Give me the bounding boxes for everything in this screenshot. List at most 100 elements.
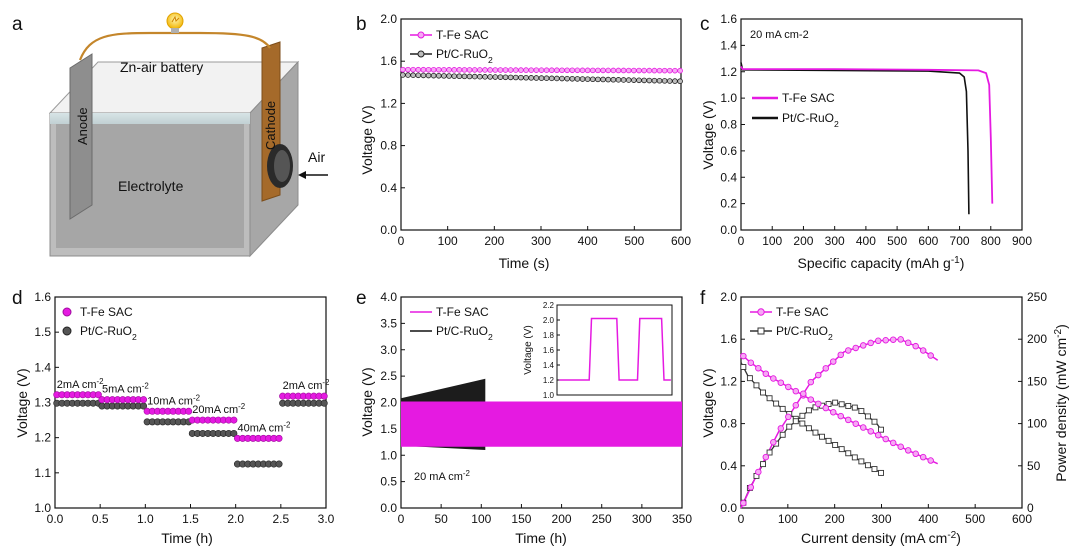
chart-f-pt-power-point (838, 401, 845, 408)
chart-b-tfe-point (497, 67, 504, 73)
chart-f-tfe-power-point (912, 342, 919, 350)
chart-b-pt-point (656, 77, 663, 84)
chart-b-pt-point (646, 77, 653, 84)
chart-f-pt-polarization-point (825, 437, 832, 444)
chart-f-ytick-label: 1.6 (720, 332, 737, 346)
chart-d-xtick-label: 0.0 (47, 512, 64, 526)
chart-b-pt-point (548, 75, 555, 82)
chart-f-tfe-polarization-point (770, 375, 777, 382)
chart-d-ytick-label: 1.0 (34, 501, 51, 515)
chart-b-pt-point (410, 72, 416, 78)
chart-b-tfe-point (528, 67, 534, 73)
chart-b-tfe-point (466, 67, 473, 73)
chart-b-pt-point (477, 73, 483, 80)
chart-f-tfe-power-point (755, 468, 762, 476)
chart-f-pt-polarization-point (845, 450, 852, 457)
chart-e-inset-ytick-label: 1.4 (543, 361, 555, 370)
chart-b-pt-point (554, 75, 560, 82)
chart-f-legend-pt-marker (757, 327, 765, 335)
chart-f-pt-power-point (805, 407, 812, 414)
chart-e-ytick-label: 1.0 (380, 448, 397, 462)
chart-f-tfe-power-point (867, 339, 874, 347)
chart-b-pt-point (589, 76, 596, 83)
chart-e-xtick-label: 250 (592, 512, 612, 526)
chart-b-pt-point (636, 77, 642, 84)
chart-c-ytick-label: 1.6 (720, 12, 737, 26)
chart-e-ytick-label: 1.5 (380, 422, 397, 436)
chart-f-tfe-polarization-point (822, 404, 830, 412)
chart-b-pt-point (610, 76, 617, 83)
chart-f-tfe-power-point (874, 337, 882, 345)
chart-d-pt-point (320, 399, 328, 407)
chart-b-tfe-point (625, 67, 632, 74)
chart-d-legend-pt: Pt/C-RuO2 (80, 324, 137, 342)
air-label: Air (308, 149, 325, 165)
chart-c-xtick-label: 500 (887, 234, 907, 248)
chart-f-tfe-polarization-point (747, 359, 755, 367)
chart-c-xtick-label: 300 (825, 234, 845, 248)
chart-d-xtick-label: 3.0 (318, 512, 335, 526)
chart-b-pt-point (569, 75, 576, 82)
chart-b-pt-point (672, 78, 678, 84)
chart-b-pt-point (518, 74, 524, 81)
chart-f-tfe-polarization-point (897, 443, 904, 450)
chart-b-pt-point (620, 77, 627, 83)
chart-f: Voltage (V) 0 100 200 300 400 500 6000.00.40.8… (700, 290, 1069, 546)
chart-b-tfe-point (420, 66, 427, 73)
chart-f-tfe-power-point (927, 352, 934, 359)
electrolyte-fill (56, 124, 244, 248)
chart-f-pt-polarization-point (832, 442, 839, 448)
chart-e-inset-ylabel: Voltage (V) (523, 325, 534, 374)
chart-f-pt-polarization-point (766, 395, 773, 402)
chart-b-pt-point (451, 73, 458, 79)
anode-plate (69, 53, 93, 220)
chart-b-tfe-point (620, 67, 627, 74)
chart-f-ytick-right-label: 150 (1027, 374, 1047, 388)
chart-f-pt-polarization-point (819, 433, 825, 440)
chart-d-tfe-point (94, 391, 102, 399)
chart-b-tfe-point (451, 67, 458, 73)
chart-d-pt-point (275, 460, 283, 468)
chart-f-tfe-power-point (889, 336, 897, 343)
chart-b-tfe-point (400, 66, 406, 73)
chart-d-ytick-label: 1.1 (34, 466, 51, 480)
battery-title: Zn-air battery (120, 59, 203, 75)
chart-c-xtick-label: 700 (950, 234, 970, 248)
chart-f-tfe-power-point (859, 342, 867, 349)
chart-d-ylabel: Voltage (V) (14, 368, 30, 437)
chart-e: Time (h) Voltage (V) 0 50 100 150 200 250 300 3… (359, 290, 692, 546)
chart-e-xlabel: Time (h) (515, 530, 567, 546)
chart-d-pt-point (230, 429, 238, 437)
chart-f-xtick-label: 0 (738, 512, 745, 526)
chart-b-pt-point (625, 77, 632, 83)
chart-e-ylabel: Voltage (V) (359, 367, 375, 436)
chart-b-tfe-point (477, 67, 483, 73)
chart-b-pt-point (456, 73, 463, 80)
chart-f-pt-power-point (871, 418, 878, 425)
chart-f-tfe-power-point (777, 425, 785, 432)
chart-f-tfe-power-point (807, 378, 815, 386)
chart-f-tfe-power-point (762, 453, 770, 461)
chart-c-xtick-label: 100 (762, 234, 782, 248)
chart-b-ytick-label: 2.0 (380, 12, 397, 26)
chart-f-pt-power-point (832, 399, 839, 406)
chart-f-tfe-power-point (852, 344, 859, 352)
chart-f-tfe-polarization-point (882, 435, 889, 443)
chart-f-ytick-right-label: 100 (1027, 417, 1047, 431)
chart-b-tfe-point (512, 67, 519, 73)
chart-f-tfe-power-point (904, 339, 912, 347)
chart-f-tfe-power-point (785, 413, 792, 421)
chart-e-ytick-label: 0.0 (380, 501, 397, 515)
chart-f-tfe-polarization-point (755, 364, 762, 372)
chart-b-tfe-point (425, 66, 432, 73)
chart-d-xlabel: Time (h) (161, 530, 213, 546)
chart-f-pt-power-point (799, 412, 806, 419)
chart-b-tfe-point (574, 67, 581, 74)
chart-d-step-label: 5mA cm-2 (102, 381, 149, 396)
chart-b-xlabel: Time (s) (499, 255, 550, 271)
chart-f-ytick-label: 0.8 (720, 417, 737, 431)
chart-e-xtick-label: 50 (434, 512, 448, 526)
chart-f-tfe-power-point (882, 336, 889, 344)
chart-b-tfe-point (677, 67, 683, 74)
